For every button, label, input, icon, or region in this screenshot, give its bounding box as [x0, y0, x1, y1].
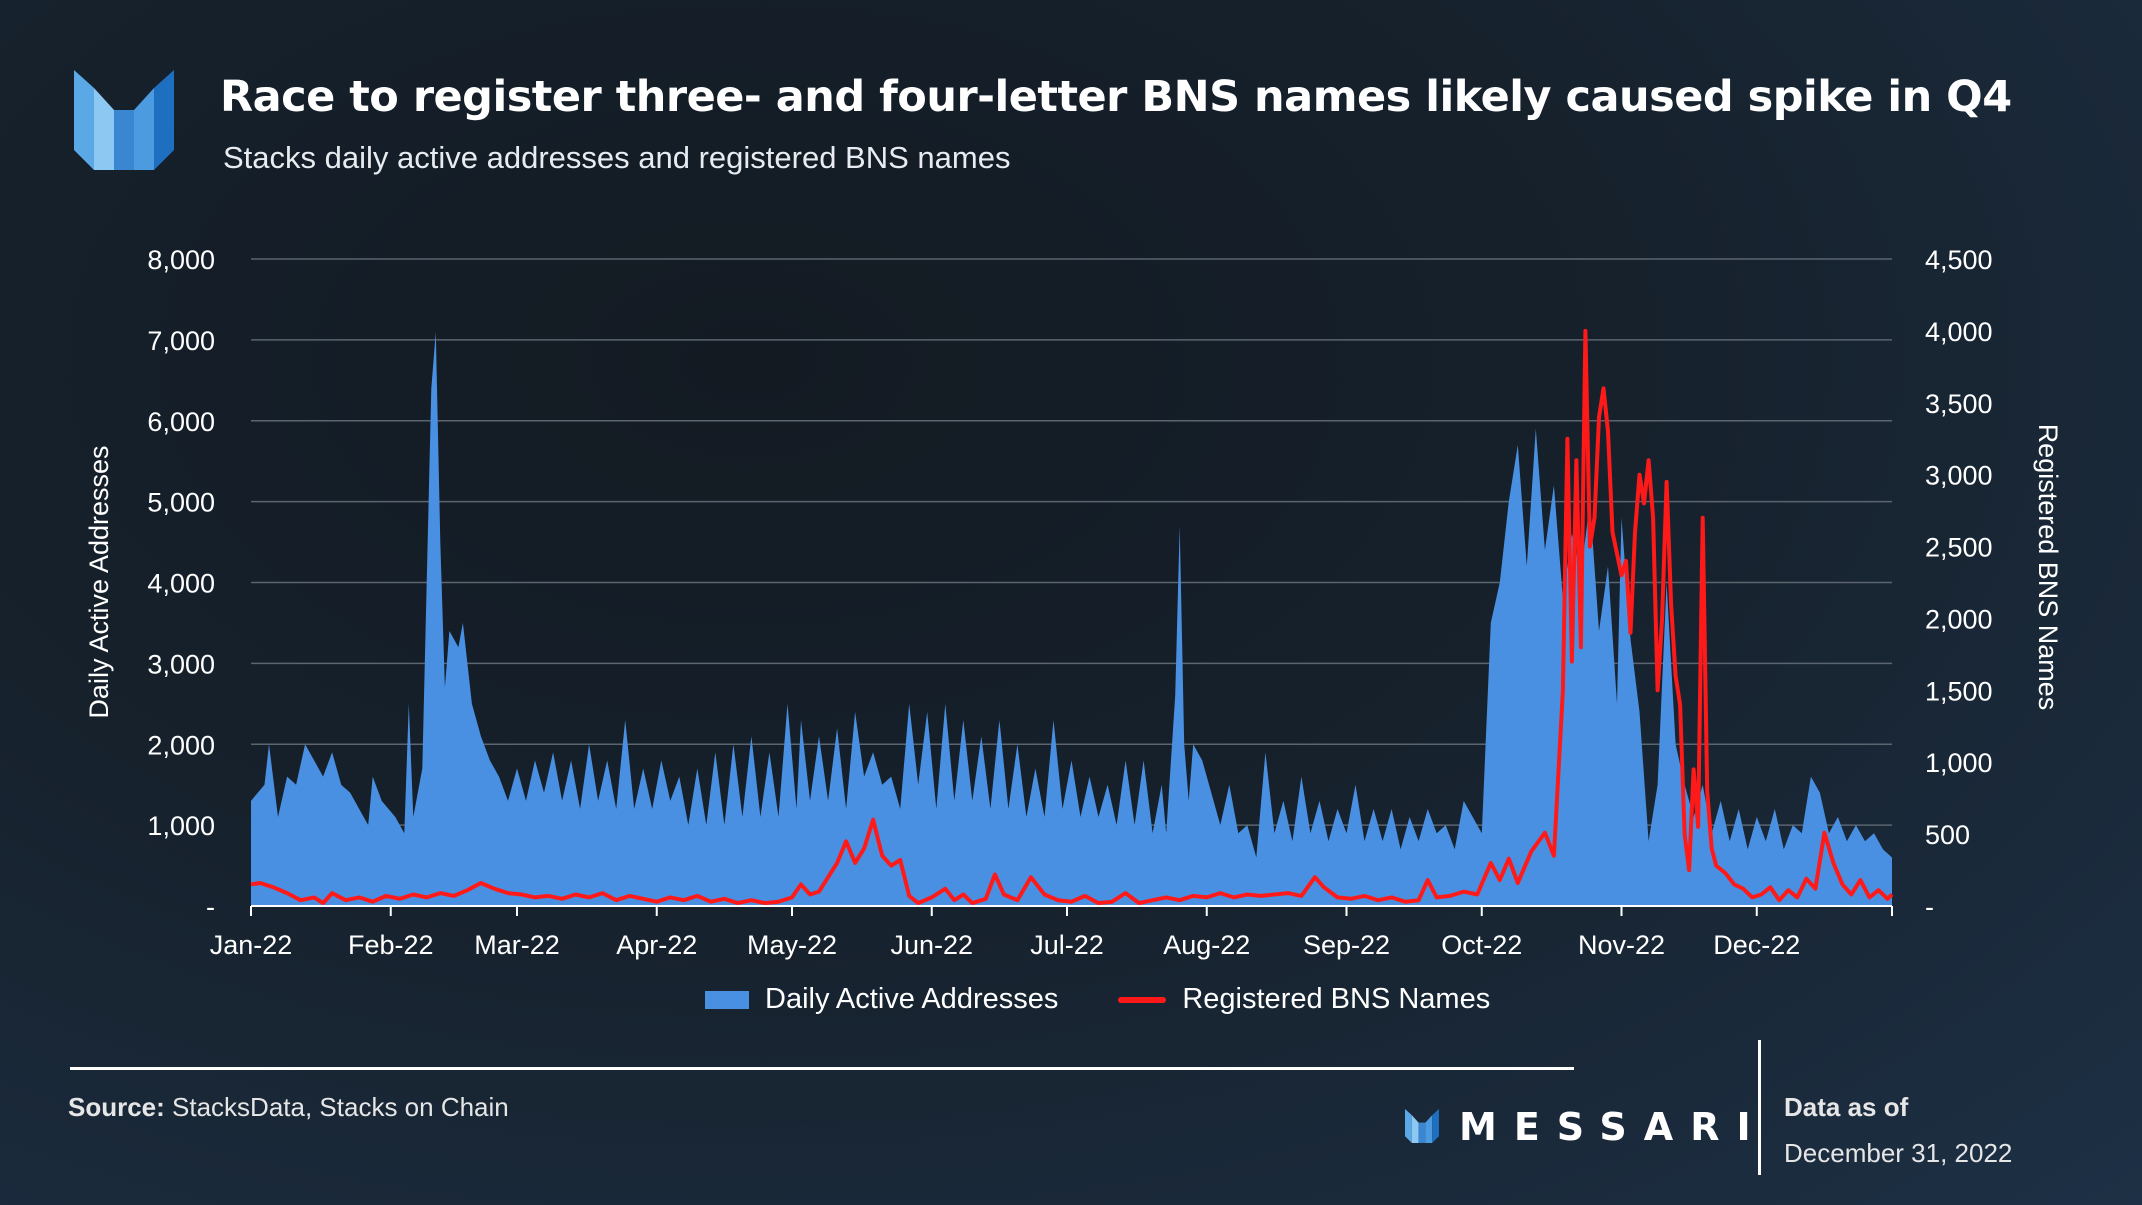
messari-small-logo-icon — [1405, 1109, 1439, 1143]
y2-tick-label: 3,000 — [1925, 461, 1993, 491]
x-tick-label: Jul-22 — [1030, 930, 1104, 960]
y2-axis-title: Registered BNS Names — [2033, 424, 2063, 711]
y2-tick-label: 500 — [1925, 820, 1970, 850]
y-tick-label: 8,000 — [147, 245, 215, 275]
data-as-of-label: Data as of — [1784, 1092, 1909, 1122]
legend-label-daily-active: Daily Active Addresses — [765, 983, 1059, 1015]
series-registered-bns-names-line — [250, 328, 1894, 906]
messari-brand: MESSARI — [1403, 1105, 1768, 1149]
y-tick-label: 6,000 — [147, 407, 215, 437]
y-tick-label: 1,000 — [147, 811, 215, 841]
x-tick-label: Mar-22 — [474, 930, 560, 960]
y2-tick-label: 1,000 — [1925, 748, 1993, 778]
source-note: Source: StacksData, Stacks on Chain — [68, 1092, 509, 1123]
chart-legend: Daily Active Addresses Registered BNS Na… — [705, 983, 1490, 1016]
x-tick-label: Dec-22 — [1713, 930, 1800, 960]
y2-tick-label: 2,000 — [1925, 604, 1993, 634]
source-label: Source: — [68, 1092, 165, 1122]
x-tick-label: Jun-22 — [890, 930, 973, 960]
x-tick-label: Nov-22 — [1578, 930, 1665, 960]
y-tick-label: - — [206, 892, 215, 922]
legend-label-bns: Registered BNS Names — [1182, 983, 1491, 1015]
y-axis-title: Daily Active Addresses — [84, 445, 114, 718]
x-tick-label: Feb-22 — [348, 930, 434, 960]
x-tick-label: Aug-22 — [1163, 930, 1250, 960]
y-tick-label: 4,000 — [147, 569, 215, 599]
y2-tick-label: 1,500 — [1925, 676, 1993, 706]
chart-subtitle: Stacks daily active addresses and regist… — [223, 140, 1011, 175]
legend-swatch-daily-active — [705, 990, 749, 1009]
y2-tick-label: - — [1925, 892, 1934, 922]
x-tick-label: May-22 — [747, 930, 837, 960]
chart-title: Race to register three- and four-letter … — [220, 72, 2012, 122]
x-tick-label: Sep-22 — [1303, 930, 1390, 960]
data-as-of-date: December 31, 2022 — [1784, 1138, 2013, 1168]
x-tick-label: Apr-22 — [616, 930, 697, 960]
y2-tick-label: 4,000 — [1925, 317, 1993, 347]
source-text: StacksData, Stacks on Chain — [164, 1092, 509, 1122]
y2-tick-label: 4,500 — [1925, 245, 1993, 275]
y-tick-label: 5,000 — [147, 488, 215, 518]
y-tick-label: 7,000 — [147, 326, 215, 356]
y-tick-label: 2,000 — [147, 730, 215, 760]
x-tick-label: Jan-22 — [210, 930, 293, 960]
messari-logo-icon — [74, 70, 174, 170]
x-tick-label: Oct-22 — [1441, 930, 1522, 960]
footer-vertical-divider — [1758, 1040, 1761, 1175]
legend-swatch-bns — [1118, 996, 1167, 1003]
y2-tick-label: 3,500 — [1925, 389, 1993, 419]
y-tick-label: 3,000 — [147, 649, 215, 679]
series-daily-active-addresses-area — [251, 331, 1892, 906]
y2-tick-label: 2,500 — [1925, 533, 1993, 563]
brand-wordmark: MESSARI — [1459, 1105, 1768, 1149]
footer-divider — [70, 1067, 1574, 1070]
